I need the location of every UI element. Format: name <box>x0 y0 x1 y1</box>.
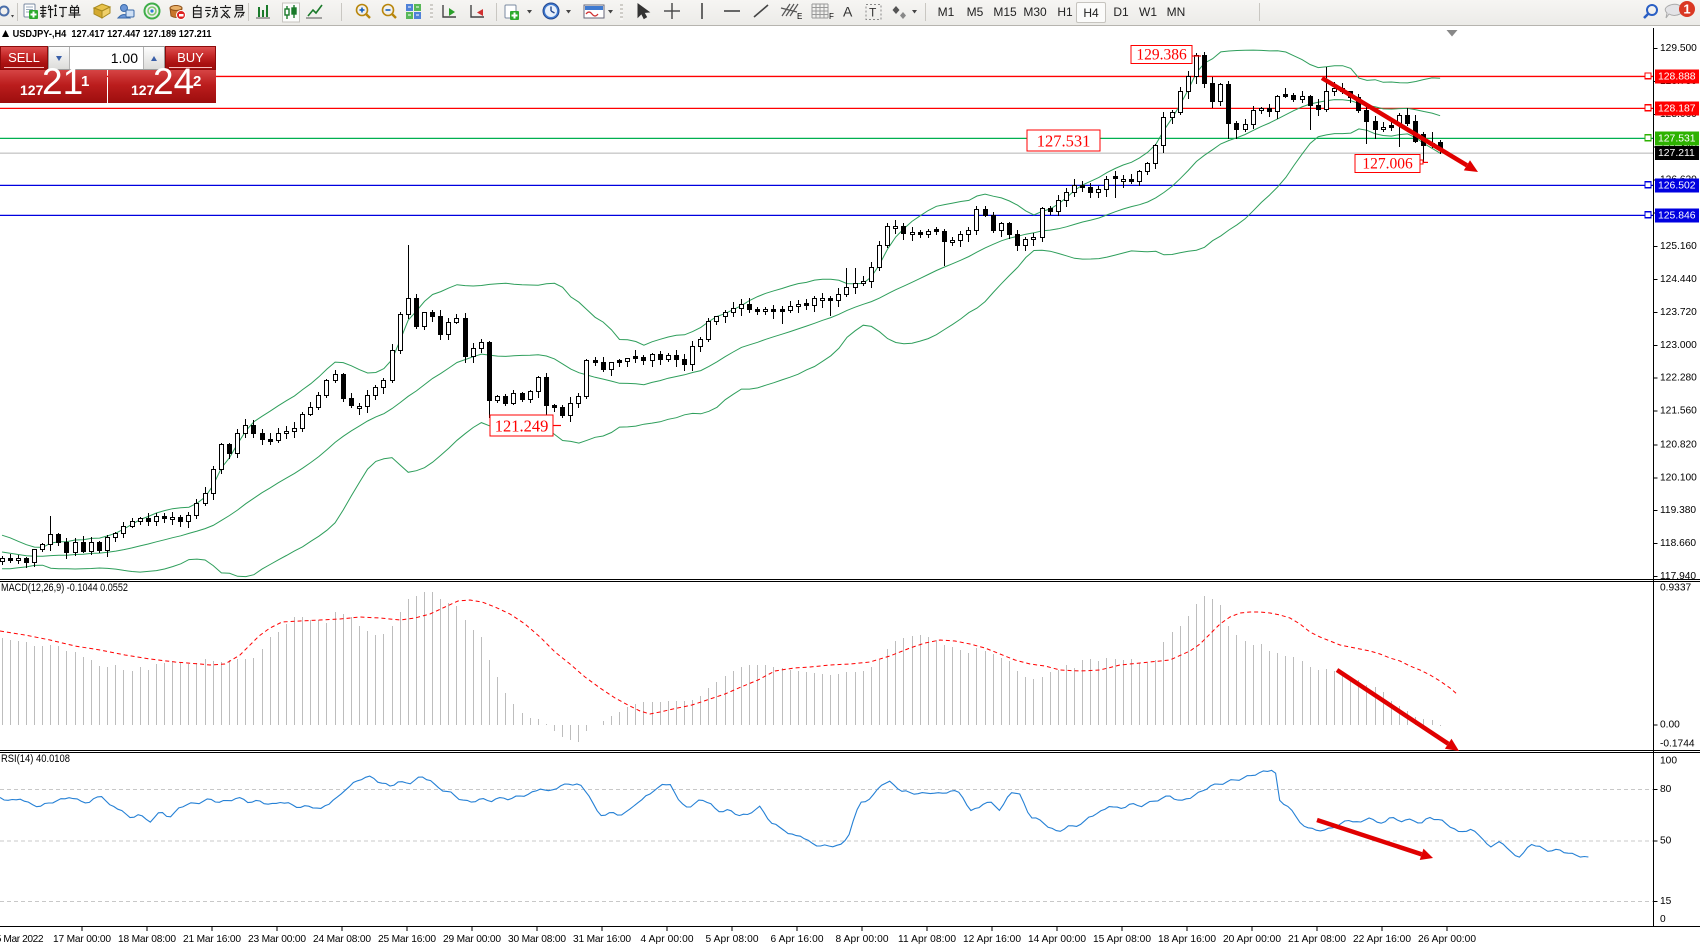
svg-text:F: F <box>829 12 834 21</box>
svg-text:5 Apr 08:00: 5 Apr 08:00 <box>706 934 759 945</box>
svg-text:-0.1744: -0.1744 <box>1660 739 1695 750</box>
svg-text:14 Apr 00:00: 14 Apr 00:00 <box>1028 934 1086 945</box>
svg-text:120.820: 120.820 <box>1660 439 1697 450</box>
svg-text:15: 15 <box>1660 896 1672 907</box>
svg-text:E: E <box>797 12 802 21</box>
svg-text:22 Apr 16:00: 22 Apr 16:00 <box>1353 934 1411 945</box>
svg-text:121.249: 121.249 <box>495 417 549 436</box>
svg-text:18 Mar 08:00: 18 Mar 08:00 <box>118 934 176 945</box>
svg-text:127.211: 127.211 <box>1658 148 1695 159</box>
svg-text:A: A <box>843 4 853 20</box>
svg-text:118.660: 118.660 <box>1660 538 1696 549</box>
svg-text:124.440: 124.440 <box>1660 274 1697 285</box>
svg-text:6 Apr 16:00: 6 Apr 16:00 <box>771 934 824 945</box>
svg-text:80: 80 <box>1660 784 1672 795</box>
svg-text:21 Apr 08:00: 21 Apr 08:00 <box>1288 934 1346 945</box>
svg-text:122.280: 122.280 <box>1660 373 1697 384</box>
svg-text:0.9337: 0.9337 <box>1660 583 1691 594</box>
svg-text:0.00: 0.00 <box>1660 720 1680 731</box>
svg-text:25 Mar 16:00: 25 Mar 16:00 <box>378 934 436 945</box>
svg-text:127.531: 127.531 <box>1658 133 1696 144</box>
svg-text:11 Apr 08:00: 11 Apr 08:00 <box>898 934 956 945</box>
svg-text:23 Mar 00:00: 23 Mar 00:00 <box>248 934 306 945</box>
svg-text:123.720: 123.720 <box>1660 307 1697 318</box>
svg-text:129.500: 129.500 <box>1660 43 1697 54</box>
svg-text:128.888: 128.888 <box>1658 71 1696 82</box>
svg-text:RSI(14) 40.0108: RSI(14) 40.0108 <box>1 753 70 765</box>
svg-text:125.160: 125.160 <box>1660 241 1697 252</box>
svg-text:100: 100 <box>1660 756 1677 767</box>
svg-text:MACD(12,26,9) -0.1044 0.0552: MACD(12,26,9) -0.1044 0.0552 <box>1 582 128 594</box>
svg-text:12 Apr 16:00: 12 Apr 16:00 <box>963 934 1021 945</box>
svg-text:129.386: 129.386 <box>1136 47 1187 64</box>
svg-text:20 Apr 00:00: 20 Apr 00:00 <box>1223 934 1281 945</box>
svg-text:26 Apr 00:00: 26 Apr 00:00 <box>1418 934 1476 945</box>
svg-text:123.000: 123.000 <box>1660 340 1697 351</box>
svg-text:125.846: 125.846 <box>1658 210 1696 221</box>
svg-text:1: 1 <box>1683 2 1690 17</box>
svg-text:8 Apr 00:00: 8 Apr 00:00 <box>836 934 889 945</box>
svg-text:127.531: 127.531 <box>1037 132 1091 151</box>
svg-text:117.940: 117.940 <box>1660 571 1696 582</box>
svg-text:128.187: 128.187 <box>1658 103 1696 114</box>
svg-text:15 Mar 2022: 15 Mar 2022 <box>0 934 44 945</box>
svg-text:17 Mar 00:00: 17 Mar 00:00 <box>53 934 111 945</box>
svg-text:29 Mar 00:00: 29 Mar 00:00 <box>443 934 501 945</box>
svg-text:0: 0 <box>1660 914 1666 925</box>
svg-text:120.100: 120.100 <box>1660 472 1697 483</box>
svg-text:121.560: 121.560 <box>1660 406 1697 417</box>
svg-text:15 Apr 08:00: 15 Apr 08:00 <box>1093 934 1151 945</box>
svg-text:T: T <box>869 6 877 20</box>
svg-text:30 Mar 08:00: 30 Mar 08:00 <box>508 934 566 945</box>
svg-text:31 Mar 16:00: 31 Mar 16:00 <box>573 934 631 945</box>
svg-text:24 Mar 08:00: 24 Mar 08:00 <box>313 934 371 945</box>
svg-text:126.502: 126.502 <box>1658 180 1696 191</box>
svg-text:50: 50 <box>1660 836 1672 847</box>
svg-text:18 Apr 16:00: 18 Apr 16:00 <box>1158 934 1216 945</box>
svg-text:119.380: 119.380 <box>1660 505 1696 516</box>
svg-text:21 Mar 16:00: 21 Mar 16:00 <box>183 934 241 945</box>
svg-text:4 Apr 00:00: 4 Apr 00:00 <box>641 934 694 945</box>
svg-text:127.006: 127.006 <box>1362 156 1413 173</box>
